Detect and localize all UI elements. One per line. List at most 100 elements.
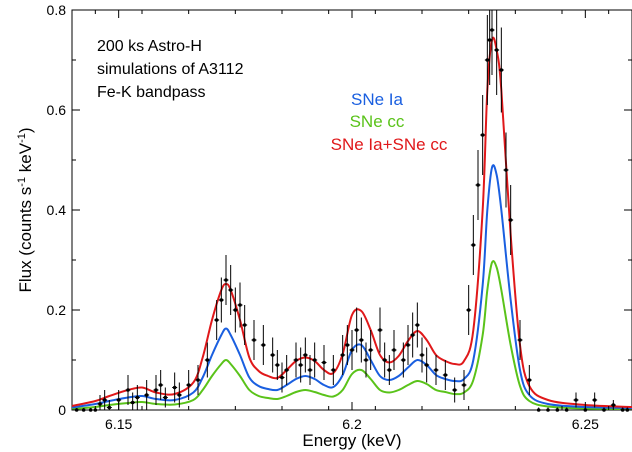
point-marker: [592, 398, 597, 402]
data-point: [452, 377, 458, 403]
point-marker: [177, 393, 182, 397]
point-marker: [144, 393, 149, 397]
point-marker: [387, 368, 392, 372]
point-marker: [242, 323, 247, 327]
point-marker: [434, 368, 438, 372]
data-point: [125, 375, 131, 405]
point-marker: [546, 408, 550, 412]
data-point: [232, 287, 238, 333]
point-marker: [602, 408, 606, 412]
y-axis-label-sup-2: -1: [16, 133, 28, 143]
data-point: [298, 347, 304, 383]
data-point: [284, 355, 290, 385]
data-point: [81, 408, 87, 412]
point-marker: [270, 353, 275, 357]
y-axis-label-part-2: keV: [16, 142, 35, 177]
point-marker: [462, 383, 466, 387]
data-point: [601, 407, 607, 412]
point-marker: [284, 368, 289, 372]
y-axis-label: Flux (counts s-1 keV-1): [16, 127, 35, 292]
data-point: [106, 400, 112, 410]
point-marker: [308, 368, 312, 372]
data-point: [419, 337, 425, 373]
data-point: [368, 330, 374, 370]
point-marker: [130, 400, 135, 405]
legend-entry-sne-cc: SNe cc: [350, 112, 405, 131]
data-point: [130, 392, 136, 410]
point-marker: [116, 398, 121, 402]
point-marker: [401, 358, 406, 362]
data-point: [573, 392, 579, 408]
point-marker: [368, 348, 373, 352]
data-point: [223, 255, 229, 305]
point-marker: [424, 363, 429, 367]
data-point: [214, 300, 220, 340]
point-marker: [494, 48, 499, 52]
data-point: [610, 400, 616, 410]
data-point: [466, 285, 472, 335]
data-point: [377, 307, 383, 353]
point-marker: [233, 308, 238, 312]
data-point: [391, 330, 397, 370]
point-marker: [261, 343, 266, 347]
data-point: [405, 325, 411, 365]
data-point: [433, 355, 439, 385]
ticks-layer: 6.15 6.2 6.25 0 0.2 0.4 0.6 0.8: [47, 2, 632, 432]
data-point: [526, 365, 532, 395]
point-marker: [135, 395, 140, 400]
data-points-layer: [74, 10, 630, 412]
y-tick-label-3: 0.6: [47, 102, 67, 118]
data-point: [330, 355, 336, 385]
point-marker: [490, 28, 494, 32]
point-marker: [294, 358, 298, 362]
point-marker: [555, 408, 560, 412]
point-marker: [406, 343, 410, 347]
point-marker: [564, 408, 569, 412]
data-point: [400, 342, 406, 378]
data-point: [270, 337, 276, 373]
point-marker: [280, 375, 284, 380]
data-point: [144, 380, 150, 410]
annotation-line-1: 200 ks Astro-H: [97, 38, 202, 55]
data-point: [321, 345, 327, 380]
point-marker: [275, 363, 280, 367]
point-marker: [102, 398, 107, 402]
data-point: [204, 342, 210, 378]
data-point: [414, 302, 420, 348]
point-marker: [480, 133, 485, 137]
data-point: [354, 307, 360, 353]
data-point: [545, 407, 551, 412]
data-point: [274, 350, 280, 380]
data-point: [475, 150, 481, 220]
annotation-block: 200 ks Astro-H simulations of A3112 Fe-K…: [97, 38, 244, 101]
point-marker: [499, 68, 504, 72]
data-point: [358, 317, 364, 363]
data-point: [503, 132, 509, 208]
data-point: [251, 320, 257, 360]
point-marker: [322, 360, 326, 365]
point-marker: [485, 58, 490, 62]
data-point: [237, 282, 243, 328]
data-point: [340, 335, 346, 375]
point-marker: [298, 363, 303, 367]
point-marker: [536, 408, 541, 412]
point-marker: [238, 303, 242, 307]
point-marker: [350, 348, 354, 352]
point-marker: [518, 338, 522, 342]
point-marker: [364, 358, 368, 362]
data-point: [489, 10, 495, 75]
y-tick-label-1: 0.2: [47, 302, 67, 318]
data-point: [195, 365, 201, 395]
data-point: [176, 382, 182, 408]
data-point: [480, 95, 486, 175]
data-point: [536, 407, 542, 412]
data-point: [410, 312, 416, 358]
point-marker: [378, 328, 382, 332]
data-point: [498, 27, 504, 113]
point-marker: [252, 338, 256, 342]
point-marker: [410, 333, 415, 337]
data-point: [349, 330, 355, 370]
data-point: [442, 360, 448, 390]
point-marker: [354, 328, 359, 332]
